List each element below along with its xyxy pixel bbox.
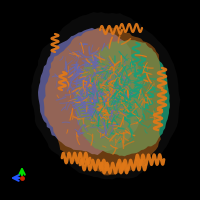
Polygon shape: [74, 40, 170, 156]
Polygon shape: [31, 12, 180, 179]
Polygon shape: [44, 27, 166, 175]
Polygon shape: [38, 28, 144, 155]
